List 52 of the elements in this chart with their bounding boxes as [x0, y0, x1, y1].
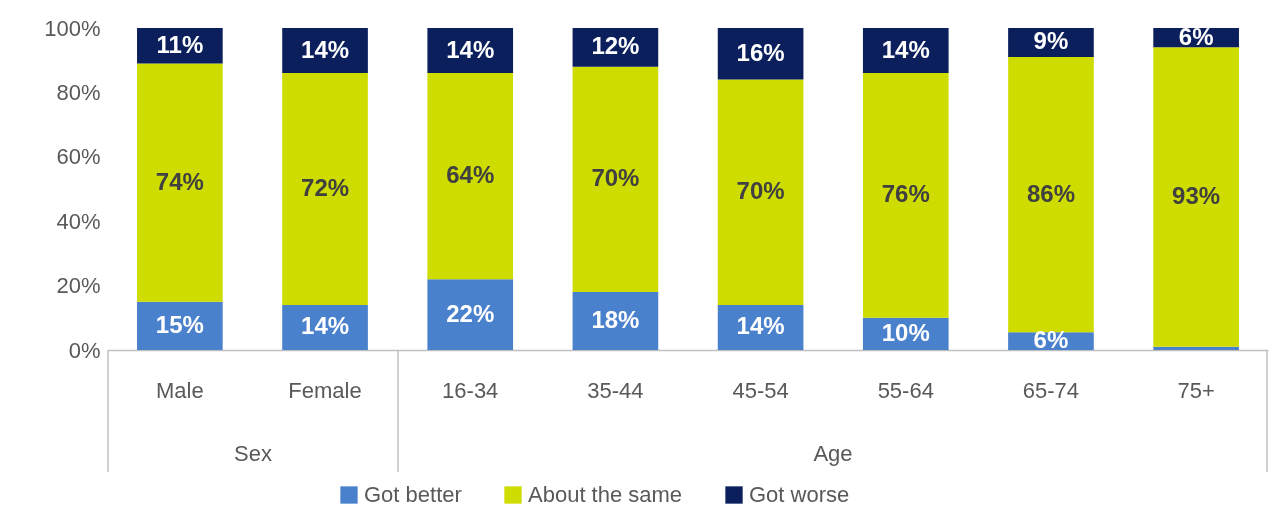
data-label: 16% — [736, 38, 785, 66]
bar — [1153, 346, 1239, 350]
data-label: 70% — [736, 177, 785, 205]
data-label: 70% — [591, 164, 640, 192]
data-label: 14% — [301, 35, 350, 63]
data-label: 12% — [591, 32, 640, 60]
x-tick-label: 65-74 — [1022, 377, 1080, 403]
bar — [427, 279, 514, 350]
bar — [1153, 47, 1239, 347]
bar — [427, 73, 514, 280]
data-label: 10% — [881, 318, 930, 346]
data-label: 14% — [446, 35, 495, 63]
data-label: 72% — [301, 174, 350, 201]
data-label: 86% — [1026, 179, 1075, 207]
bar — [137, 63, 223, 302]
data-label: 6% — [1033, 326, 1069, 354]
legend-label: Got worse — [749, 482, 850, 507]
data-label: 18% — [591, 306, 640, 334]
x-tick-label: Male — [156, 377, 204, 403]
data-label: 64% — [446, 161, 495, 189]
data-label: 93% — [1172, 182, 1221, 210]
data-label: 6% — [1178, 22, 1214, 50]
y-tick-label: 100% — [44, 15, 101, 41]
data-label: 11% — [156, 30, 204, 58]
data-label: 22% — [446, 299, 495, 327]
bar — [282, 73, 368, 305]
text: Age — [813, 441, 853, 466]
data-label: 14% — [736, 312, 785, 340]
y-tick-label: 60% — [56, 144, 101, 170]
data-label: 74% — [155, 167, 204, 195]
x-tick-label: 16-34 — [442, 377, 499, 403]
legend-label: About the same — [528, 482, 683, 507]
data-label: 14% — [881, 35, 930, 63]
bar — [862, 73, 949, 318]
y-tick-label: 20% — [56, 273, 101, 299]
bar — [1008, 56, 1094, 333]
data-label: 15% — [155, 310, 204, 338]
x-tick-label: 75+ — [1177, 377, 1215, 403]
y-tick-label: 80% — [56, 79, 101, 105]
data-label: 14% — [301, 312, 350, 340]
x-tick-label: 45-54 — [732, 377, 789, 403]
y-tick-label: 40% — [56, 208, 101, 234]
bar — [717, 79, 804, 305]
x-tick-label: 35-44 — [587, 377, 644, 403]
data-label: 9% — [1033, 27, 1069, 55]
text: Sex — [234, 441, 272, 466]
x-tick-label: Female — [288, 377, 362, 403]
bar — [572, 66, 659, 293]
legend-label: Got better — [364, 482, 462, 507]
y-tick-label: 0% — [68, 337, 101, 363]
x-tick-label: 55-64 — [877, 377, 934, 403]
data-label: 76% — [881, 180, 930, 208]
